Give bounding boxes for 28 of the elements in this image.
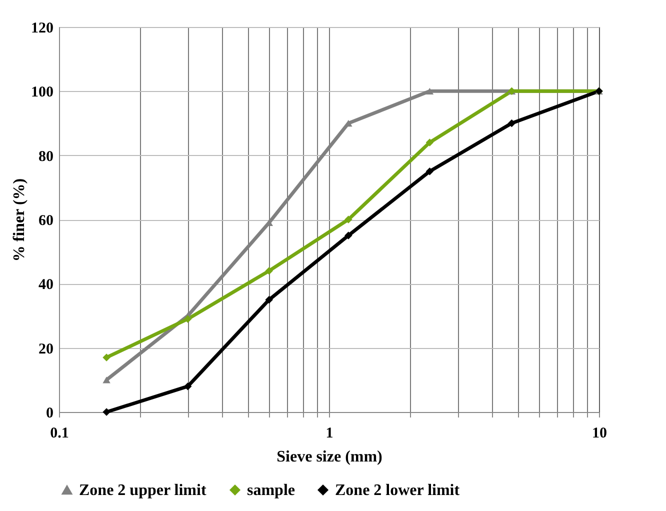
point bbox=[426, 138, 434, 146]
y-tick-label: 120 bbox=[31, 20, 54, 36]
point bbox=[344, 216, 352, 224]
x-tick-label: 10 bbox=[592, 426, 607, 442]
y-tick-label: 0 bbox=[46, 406, 54, 422]
legend-label: Zone 2 lower limit bbox=[335, 482, 460, 499]
x-tick-label: 0.1 bbox=[50, 426, 69, 442]
point bbox=[344, 232, 352, 240]
point bbox=[265, 266, 273, 275]
point bbox=[102, 376, 110, 384]
y-tick-label: 60 bbox=[38, 213, 54, 229]
point bbox=[102, 354, 110, 362]
point bbox=[426, 88, 434, 95]
y-tick-label: 100 bbox=[31, 84, 54, 101]
y-tick-label: 80 bbox=[38, 148, 54, 165]
point bbox=[102, 408, 110, 416]
y-tick-label: 40 bbox=[38, 277, 54, 294]
x-tick-label: 1 bbox=[326, 426, 334, 442]
y-axis-title: % finer (%) bbox=[11, 178, 28, 262]
point bbox=[184, 315, 192, 323]
point bbox=[508, 119, 516, 128]
legend-label: Zone 2 upper limit bbox=[79, 482, 207, 499]
x-axis-title: Sieve size (mm) bbox=[276, 448, 382, 466]
point bbox=[426, 168, 434, 176]
y-tick-label: 20 bbox=[38, 341, 54, 358]
legend-label: sample bbox=[247, 482, 295, 499]
point bbox=[265, 296, 273, 304]
point bbox=[184, 382, 192, 390]
